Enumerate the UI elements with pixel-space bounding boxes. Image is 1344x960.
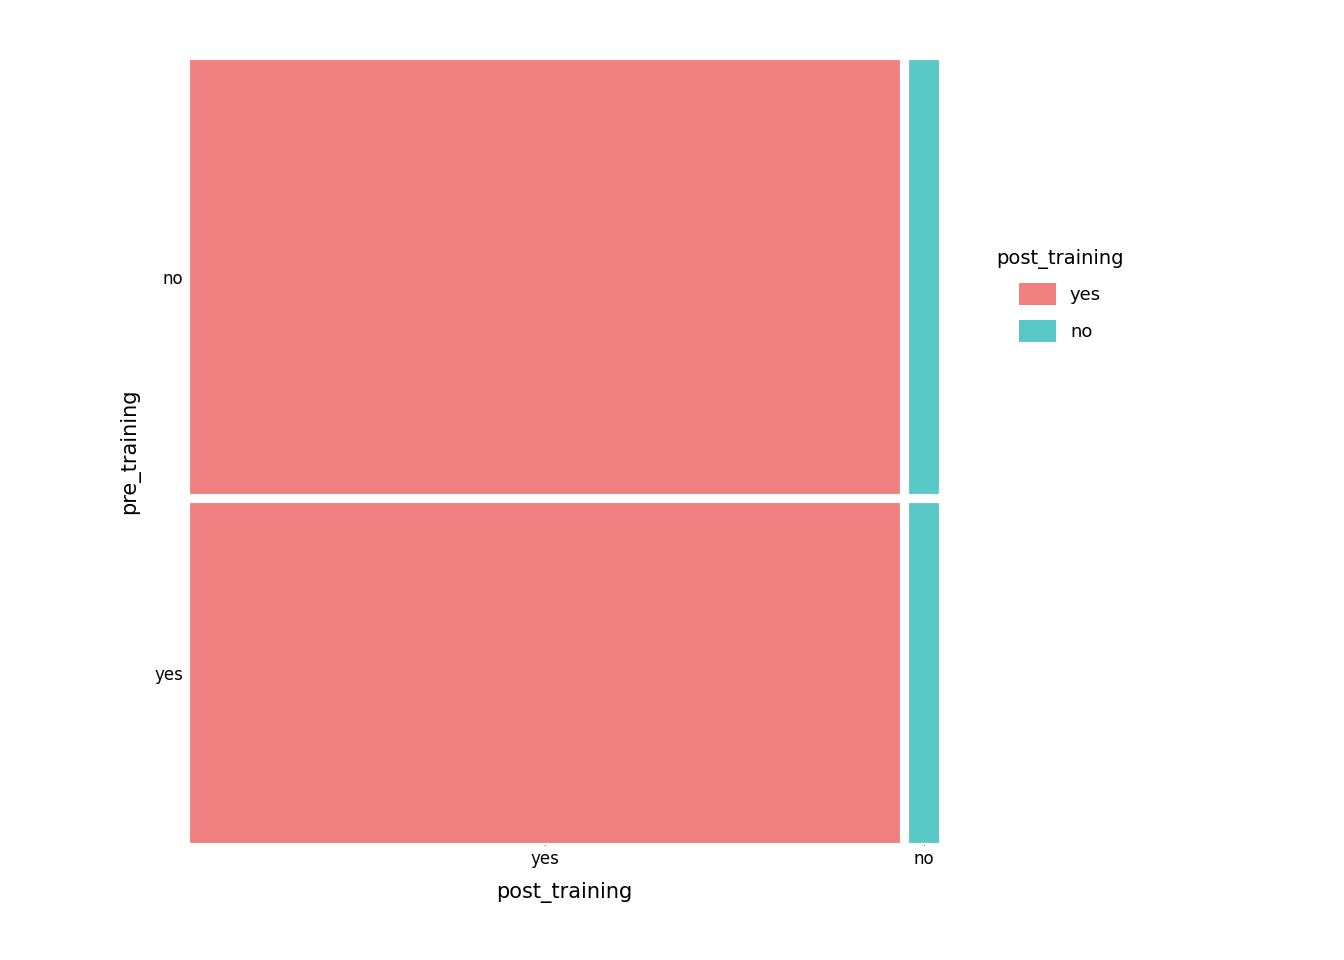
X-axis label: post_training: post_training — [496, 881, 633, 902]
Bar — [188, 58, 902, 496]
Bar — [188, 501, 902, 845]
Legend: yes, no: yes, no — [988, 240, 1133, 350]
Y-axis label: pre_training: pre_training — [120, 389, 141, 514]
Bar — [907, 58, 941, 496]
Bar — [907, 501, 941, 845]
